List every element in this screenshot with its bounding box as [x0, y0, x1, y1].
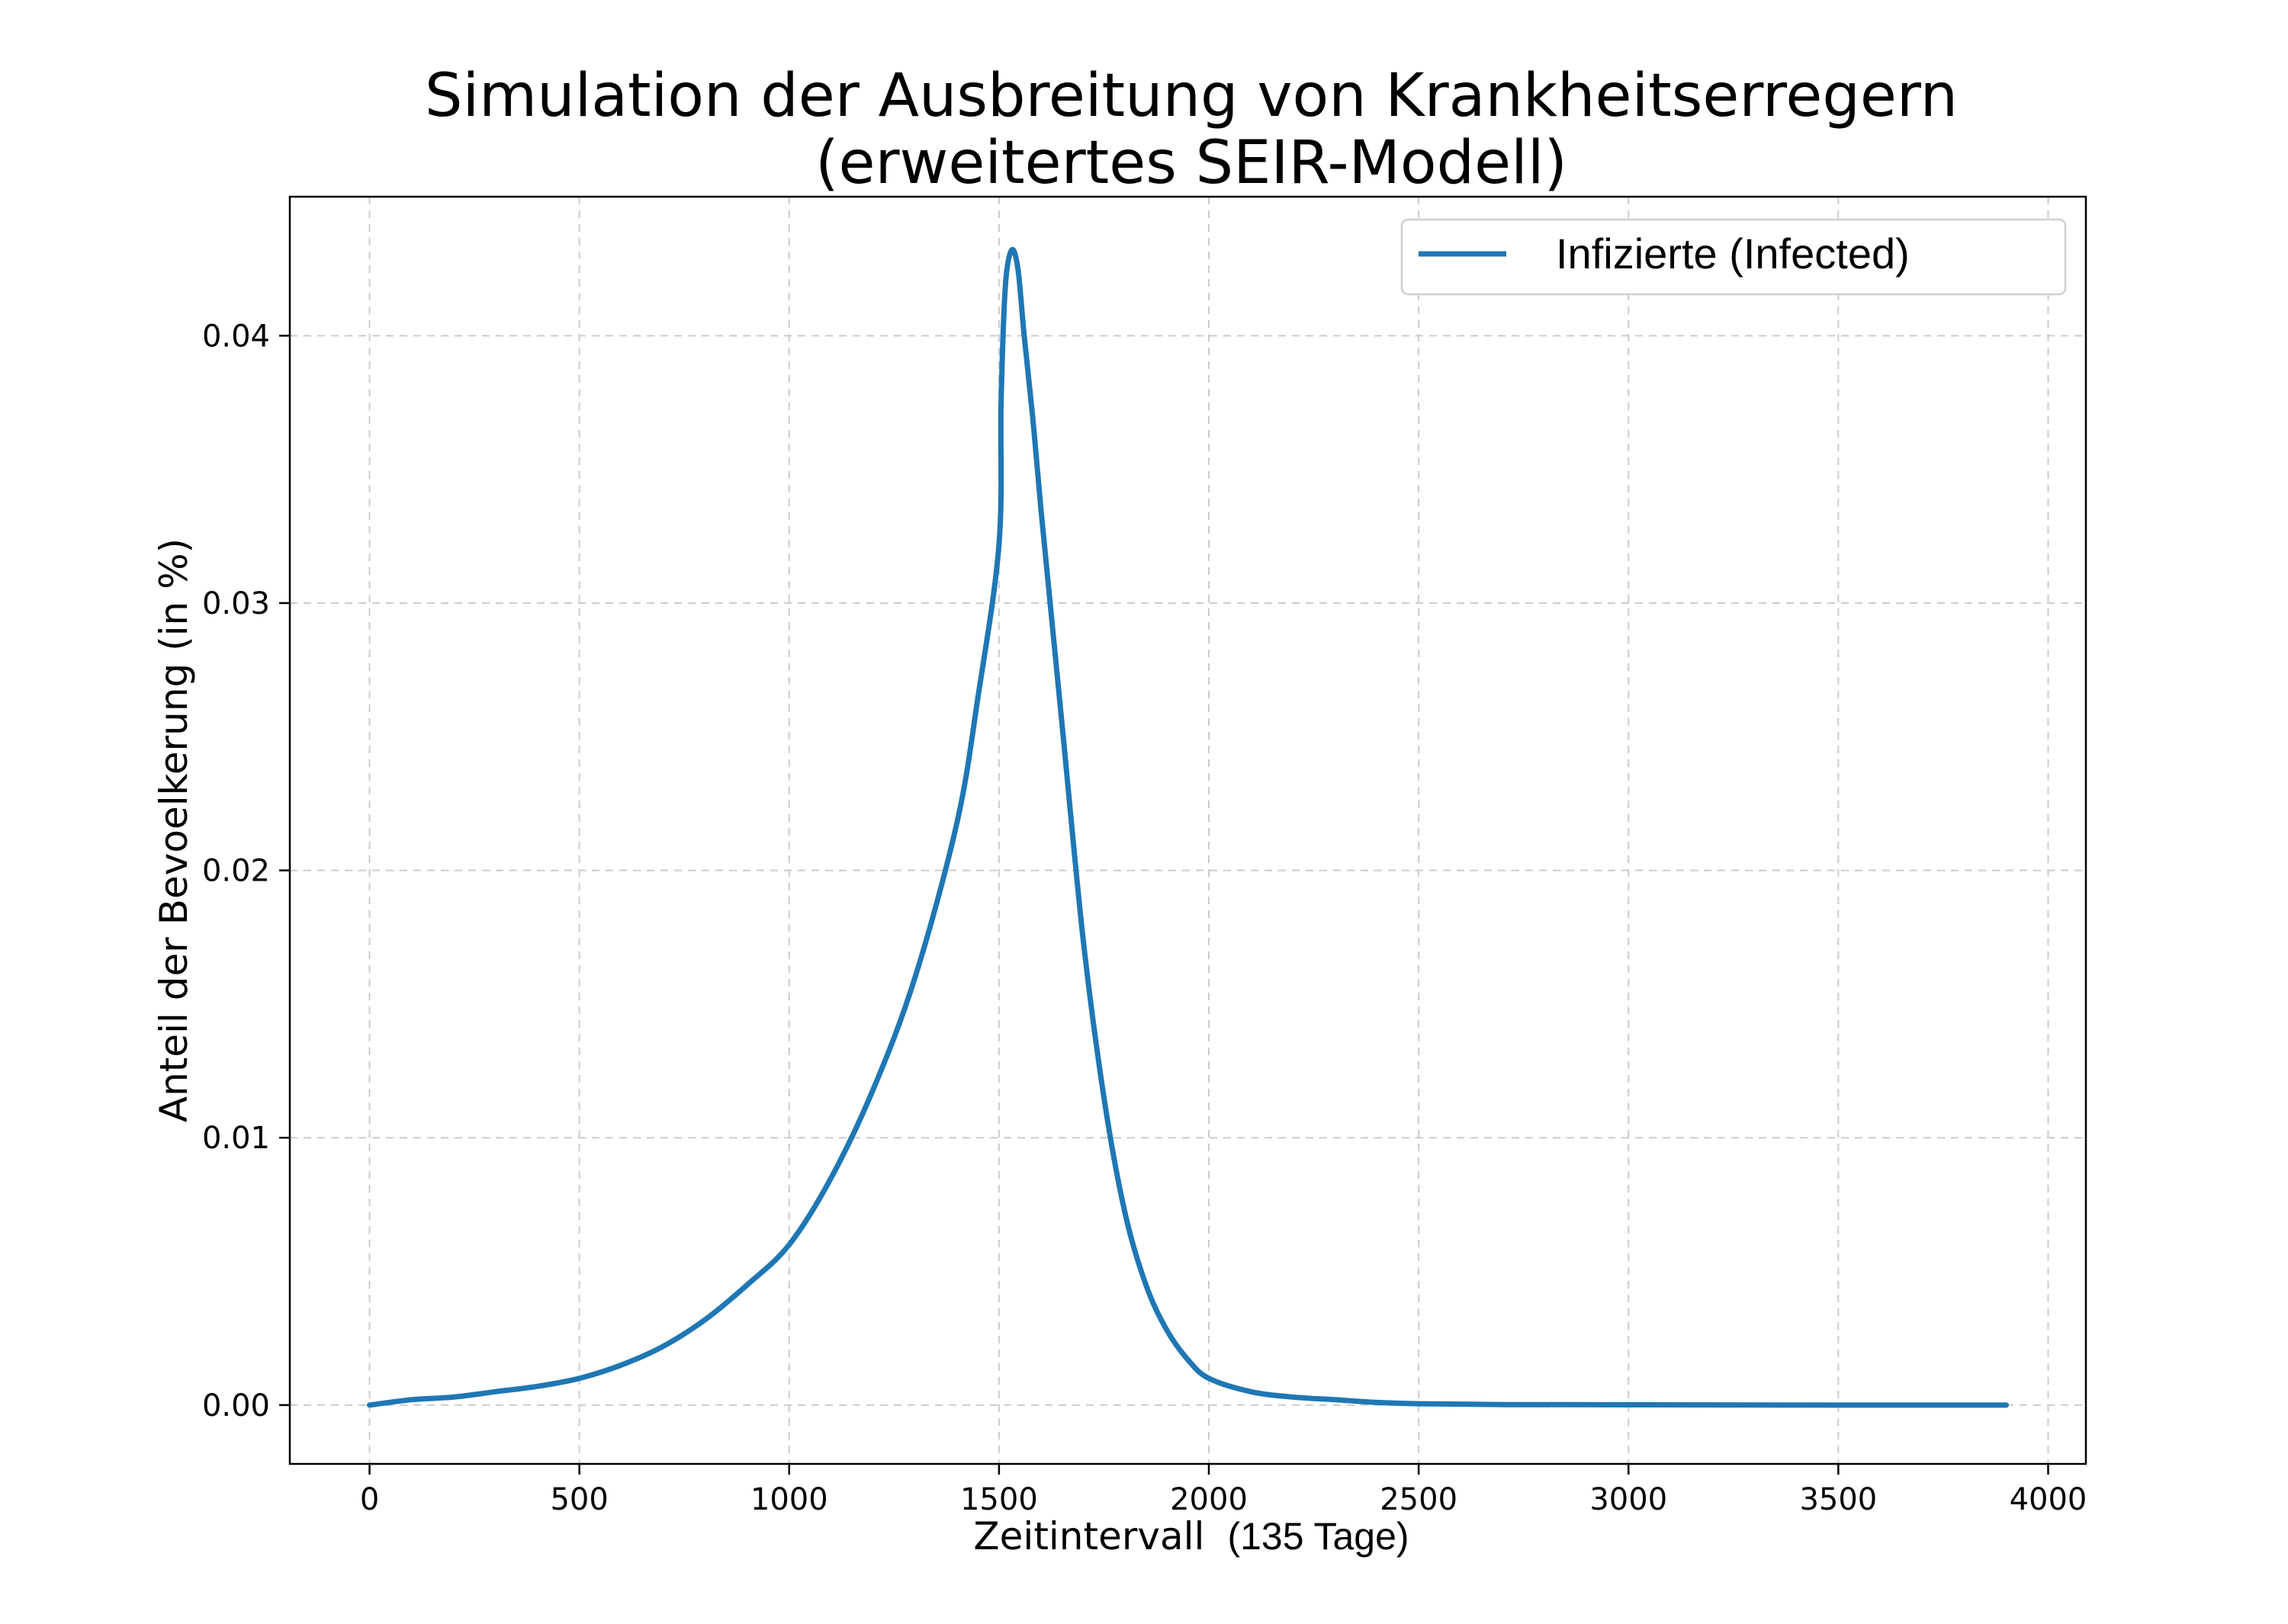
plot-area: [367, 246, 2009, 1408]
legend-label: Infizierte (Infected): [1556, 229, 1910, 278]
x-axis-label: Zeitintervall (135 Tage): [973, 1514, 1409, 1558]
y-tick-label: 0.01: [202, 1121, 270, 1156]
x-tick-label: 3000: [1589, 1482, 1667, 1517]
x-tick-label: 4000: [2010, 1482, 2087, 1517]
x-tick-label: 2500: [1380, 1482, 1457, 1517]
y-tick-label: 0.04: [202, 319, 270, 354]
legend-box: [1400, 218, 2067, 296]
x-tick-label: 1500: [960, 1482, 1038, 1517]
x-tick-label: 500: [550, 1482, 608, 1517]
series-line-infected: [367, 246, 2009, 1408]
y-tick-label: 0.00: [202, 1388, 270, 1423]
y-tick-label: 0.02: [202, 854, 270, 889]
x-tick-label: 0: [360, 1482, 379, 1517]
chart-title-line2: (erweitertes SEIR-Modell): [815, 129, 1567, 197]
y-axis-label: Anteil der Bevoelkerung (in %): [152, 538, 196, 1122]
x-tick-label: 1000: [750, 1482, 828, 1517]
x-tick-label: 2000: [1170, 1482, 1248, 1517]
x-axis-label-suffix: (135 Tage): [1227, 1515, 1409, 1558]
plot-frame: [288, 195, 2087, 1465]
y-tick-label: 0.03: [202, 586, 270, 621]
x-axis-label-main: Zeitintervall: [973, 1514, 1204, 1558]
x-tick-label: 3500: [1799, 1482, 1877, 1517]
legend: Infizierte (Infected): [1400, 218, 2067, 296]
axis-ticks: 0 500 1000 1500 2000 2500 3000 3500 4000 0.00 0.01…: [202, 319, 2087, 1517]
chart-title-line1: Simulation der Ausbreitung von Krankheit…: [425, 62, 1958, 130]
grid: [290, 197, 2086, 1464]
